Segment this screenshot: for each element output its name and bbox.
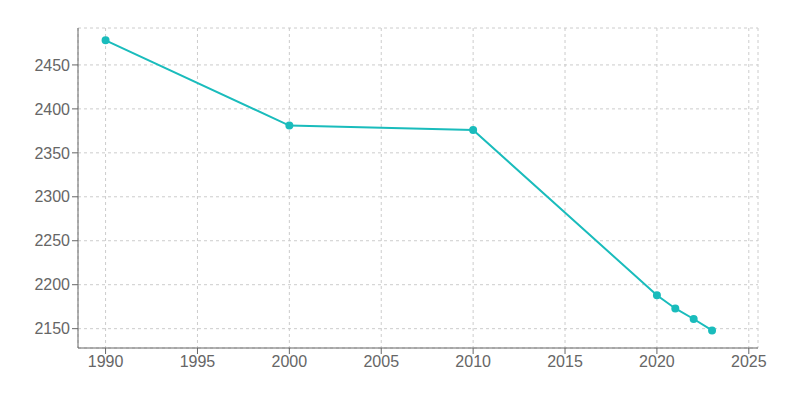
svg-text:2200: 2200 [34,276,70,293]
svg-text:1995: 1995 [180,353,216,370]
svg-text:2350: 2350 [34,145,70,162]
svg-text:2300: 2300 [34,188,70,205]
svg-text:2400: 2400 [34,101,70,118]
svg-text:1990: 1990 [88,353,124,370]
svg-text:2250: 2250 [34,232,70,249]
svg-text:2015: 2015 [547,353,583,370]
svg-text:2010: 2010 [455,353,491,370]
svg-text:2150: 2150 [34,320,70,337]
svg-text:2020: 2020 [639,353,675,370]
svg-text:2025: 2025 [731,353,767,370]
svg-text:2000: 2000 [272,353,308,370]
svg-text:2450: 2450 [34,57,70,74]
svg-text:2005: 2005 [363,353,399,370]
